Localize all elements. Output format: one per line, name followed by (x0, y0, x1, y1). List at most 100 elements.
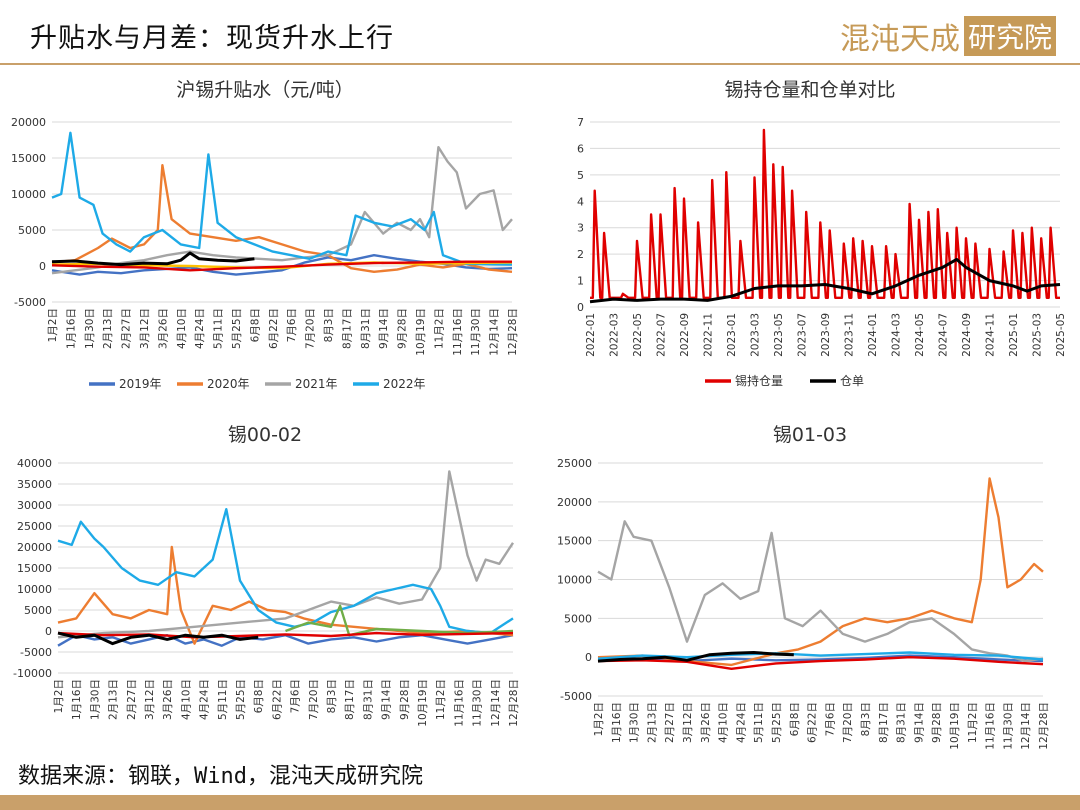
x-tick-label: 2023-05 (773, 313, 785, 357)
y-tick-label: 10000 (11, 188, 46, 201)
legend-label: 锡持仓量 (735, 373, 783, 388)
x-tick-label: 1月16日 (71, 679, 83, 720)
x-tick-label: 9月14日 (381, 679, 393, 720)
x-tick-label: 7月6日 (290, 679, 302, 713)
x-tick-label: 12月14日 (489, 308, 501, 356)
x-tick-label: 1月2日 (593, 702, 605, 736)
x-tick-label: 7月20日 (308, 679, 320, 720)
y-tick-label: 0 (585, 651, 592, 664)
logo-box: 研究院 (963, 16, 1056, 56)
series-line (57, 470, 515, 639)
x-tick-label: 11月16日 (453, 679, 465, 727)
x-tick-label: 1月30日 (629, 702, 641, 743)
x-tick-label: 2月27日 (121, 308, 133, 349)
x-tick-label: 2024-07 (938, 313, 950, 357)
series-line (597, 477, 1044, 667)
x-tick-label: 3月12日 (139, 308, 151, 349)
x-tick-label: 8月31日 (896, 702, 908, 743)
x-tick-label: 11月2日 (967, 702, 979, 743)
x-tick-label: 10月19日 (415, 308, 427, 356)
x-tick-label: 2022-09 (679, 313, 691, 357)
y-tick-label: -5000 (20, 646, 52, 659)
x-tick-label: 5月11日 (217, 679, 229, 720)
series-line (597, 656, 1044, 670)
series-line (57, 508, 514, 635)
x-tick-label: 2024-11 (985, 313, 997, 357)
x-tick-label: 11月30日 (1002, 702, 1014, 750)
y-tick-label: 1 (577, 275, 584, 288)
series-line (51, 146, 513, 275)
x-tick-label: 6月22日 (807, 702, 819, 743)
x-tick-label: 10月19日 (417, 679, 429, 727)
x-tick-label: 11月30日 (470, 308, 482, 356)
x-tick-label: 11月2日 (435, 679, 447, 720)
y-tick-label: 2 (577, 248, 584, 261)
series-line (57, 631, 259, 646)
x-tick-label: 2月27日 (664, 702, 676, 743)
x-tick-label: 2023-01 (726, 313, 738, 357)
chart-tin-01-03: 锡01-03 -5000 0 5000 10000 15000 20000 25000 1月2日… (540, 415, 1080, 755)
chart-title: 锡持仓量和仓单对比 (724, 79, 895, 101)
series-line (57, 634, 514, 647)
x-tick-label: 3月26日 (700, 702, 712, 743)
legend-label: 2020年 (207, 377, 250, 391)
x-tick-label: 2022-11 (703, 313, 715, 357)
x-tick-label: 10月19日 (949, 702, 961, 750)
x-tick-label: 1月16日 (65, 308, 77, 349)
x-tick-label: 6月8日 (249, 308, 261, 342)
x-tick-label: 6月8日 (789, 702, 801, 736)
x-tick-label: 2022-03 (609, 313, 621, 357)
x-tick-label: 5月25日 (771, 702, 783, 743)
y-tick-label: 25000 (557, 457, 592, 470)
legend-label: 2019年 (119, 377, 162, 391)
x-tick-label: 6月22日 (268, 308, 280, 349)
x-tick-label: 2024-01 (867, 313, 879, 357)
y-tick-label: 10000 (557, 574, 592, 587)
y-tick-label: -5000 (14, 296, 46, 309)
x-tick-label: 11月30日 (472, 679, 484, 727)
series-line (57, 631, 514, 639)
y-tick-label: 0 (39, 260, 46, 273)
y-tick-label: 40000 (17, 457, 52, 470)
legend-label: 2022年 (383, 377, 426, 391)
logo: 混沌天成 研究院 (840, 14, 1056, 58)
x-tick-label: 7月20日 (305, 308, 317, 349)
x-tick-label: 2月13日 (102, 308, 114, 349)
x-tick-label: 2024-05 (914, 313, 926, 357)
x-tick-label: 5月11日 (213, 308, 225, 349)
x-tick-label: 8月3日 (326, 679, 338, 713)
x-tick-label: 11月16日 (452, 308, 464, 356)
x-tick-label: 1月2日 (53, 679, 65, 713)
x-tick-label: 9月28日 (931, 702, 943, 743)
x-tick-label: 6月8日 (253, 679, 265, 713)
x-tick-label: 8月17日 (344, 679, 356, 720)
x-tick-label: 7月20日 (842, 702, 854, 743)
chart-svg: 沪锡升贴水（元/吨） -5000 0 5000 10000 15000 20000 1月2日 1… (11, 79, 519, 391)
x-tick-label: 2025-01 (1008, 313, 1020, 357)
series-line (57, 545, 514, 645)
chart-title: 锡01-03 (773, 424, 847, 446)
y-tick-label: 5000 (18, 224, 46, 237)
x-tick-label: 4月24日 (735, 702, 747, 743)
x-tick-label: 2024-03 (891, 313, 903, 357)
y-tick-label: 25000 (17, 520, 52, 533)
x-tick-label: 4月24日 (199, 679, 211, 720)
y-tick-label: 5000 (24, 604, 52, 617)
chart-svg: 锡00-02 -10000 -5000 0 5000 10000 15000 20000 250… (13, 424, 520, 727)
x-tick-label: 3月12日 (144, 679, 156, 720)
x-tick-label: 2023-03 (750, 313, 762, 357)
y-tick-label: 7 (577, 116, 584, 129)
y-tick-label: 20000 (17, 541, 52, 554)
chart-tin-basis: 沪锡升贴水（元/吨） -5000 0 5000 10000 15000 20000 1月2日 1… (0, 70, 530, 410)
y-tick-label: 5000 (564, 612, 592, 625)
x-tick-label: 4月10日 (180, 679, 192, 720)
series-line (597, 520, 1044, 663)
x-tick-label: 4月10日 (718, 702, 730, 743)
x-tick-label: 3月26日 (157, 308, 169, 349)
legend-label: 仓单 (840, 374, 864, 388)
series-line (51, 251, 255, 267)
x-tick-label: 12月28日 (508, 679, 520, 727)
y-tick-label: 5 (577, 169, 584, 182)
x-tick-label: 11月16日 (985, 702, 997, 750)
x-tick-label: 2023-09 (820, 313, 832, 357)
